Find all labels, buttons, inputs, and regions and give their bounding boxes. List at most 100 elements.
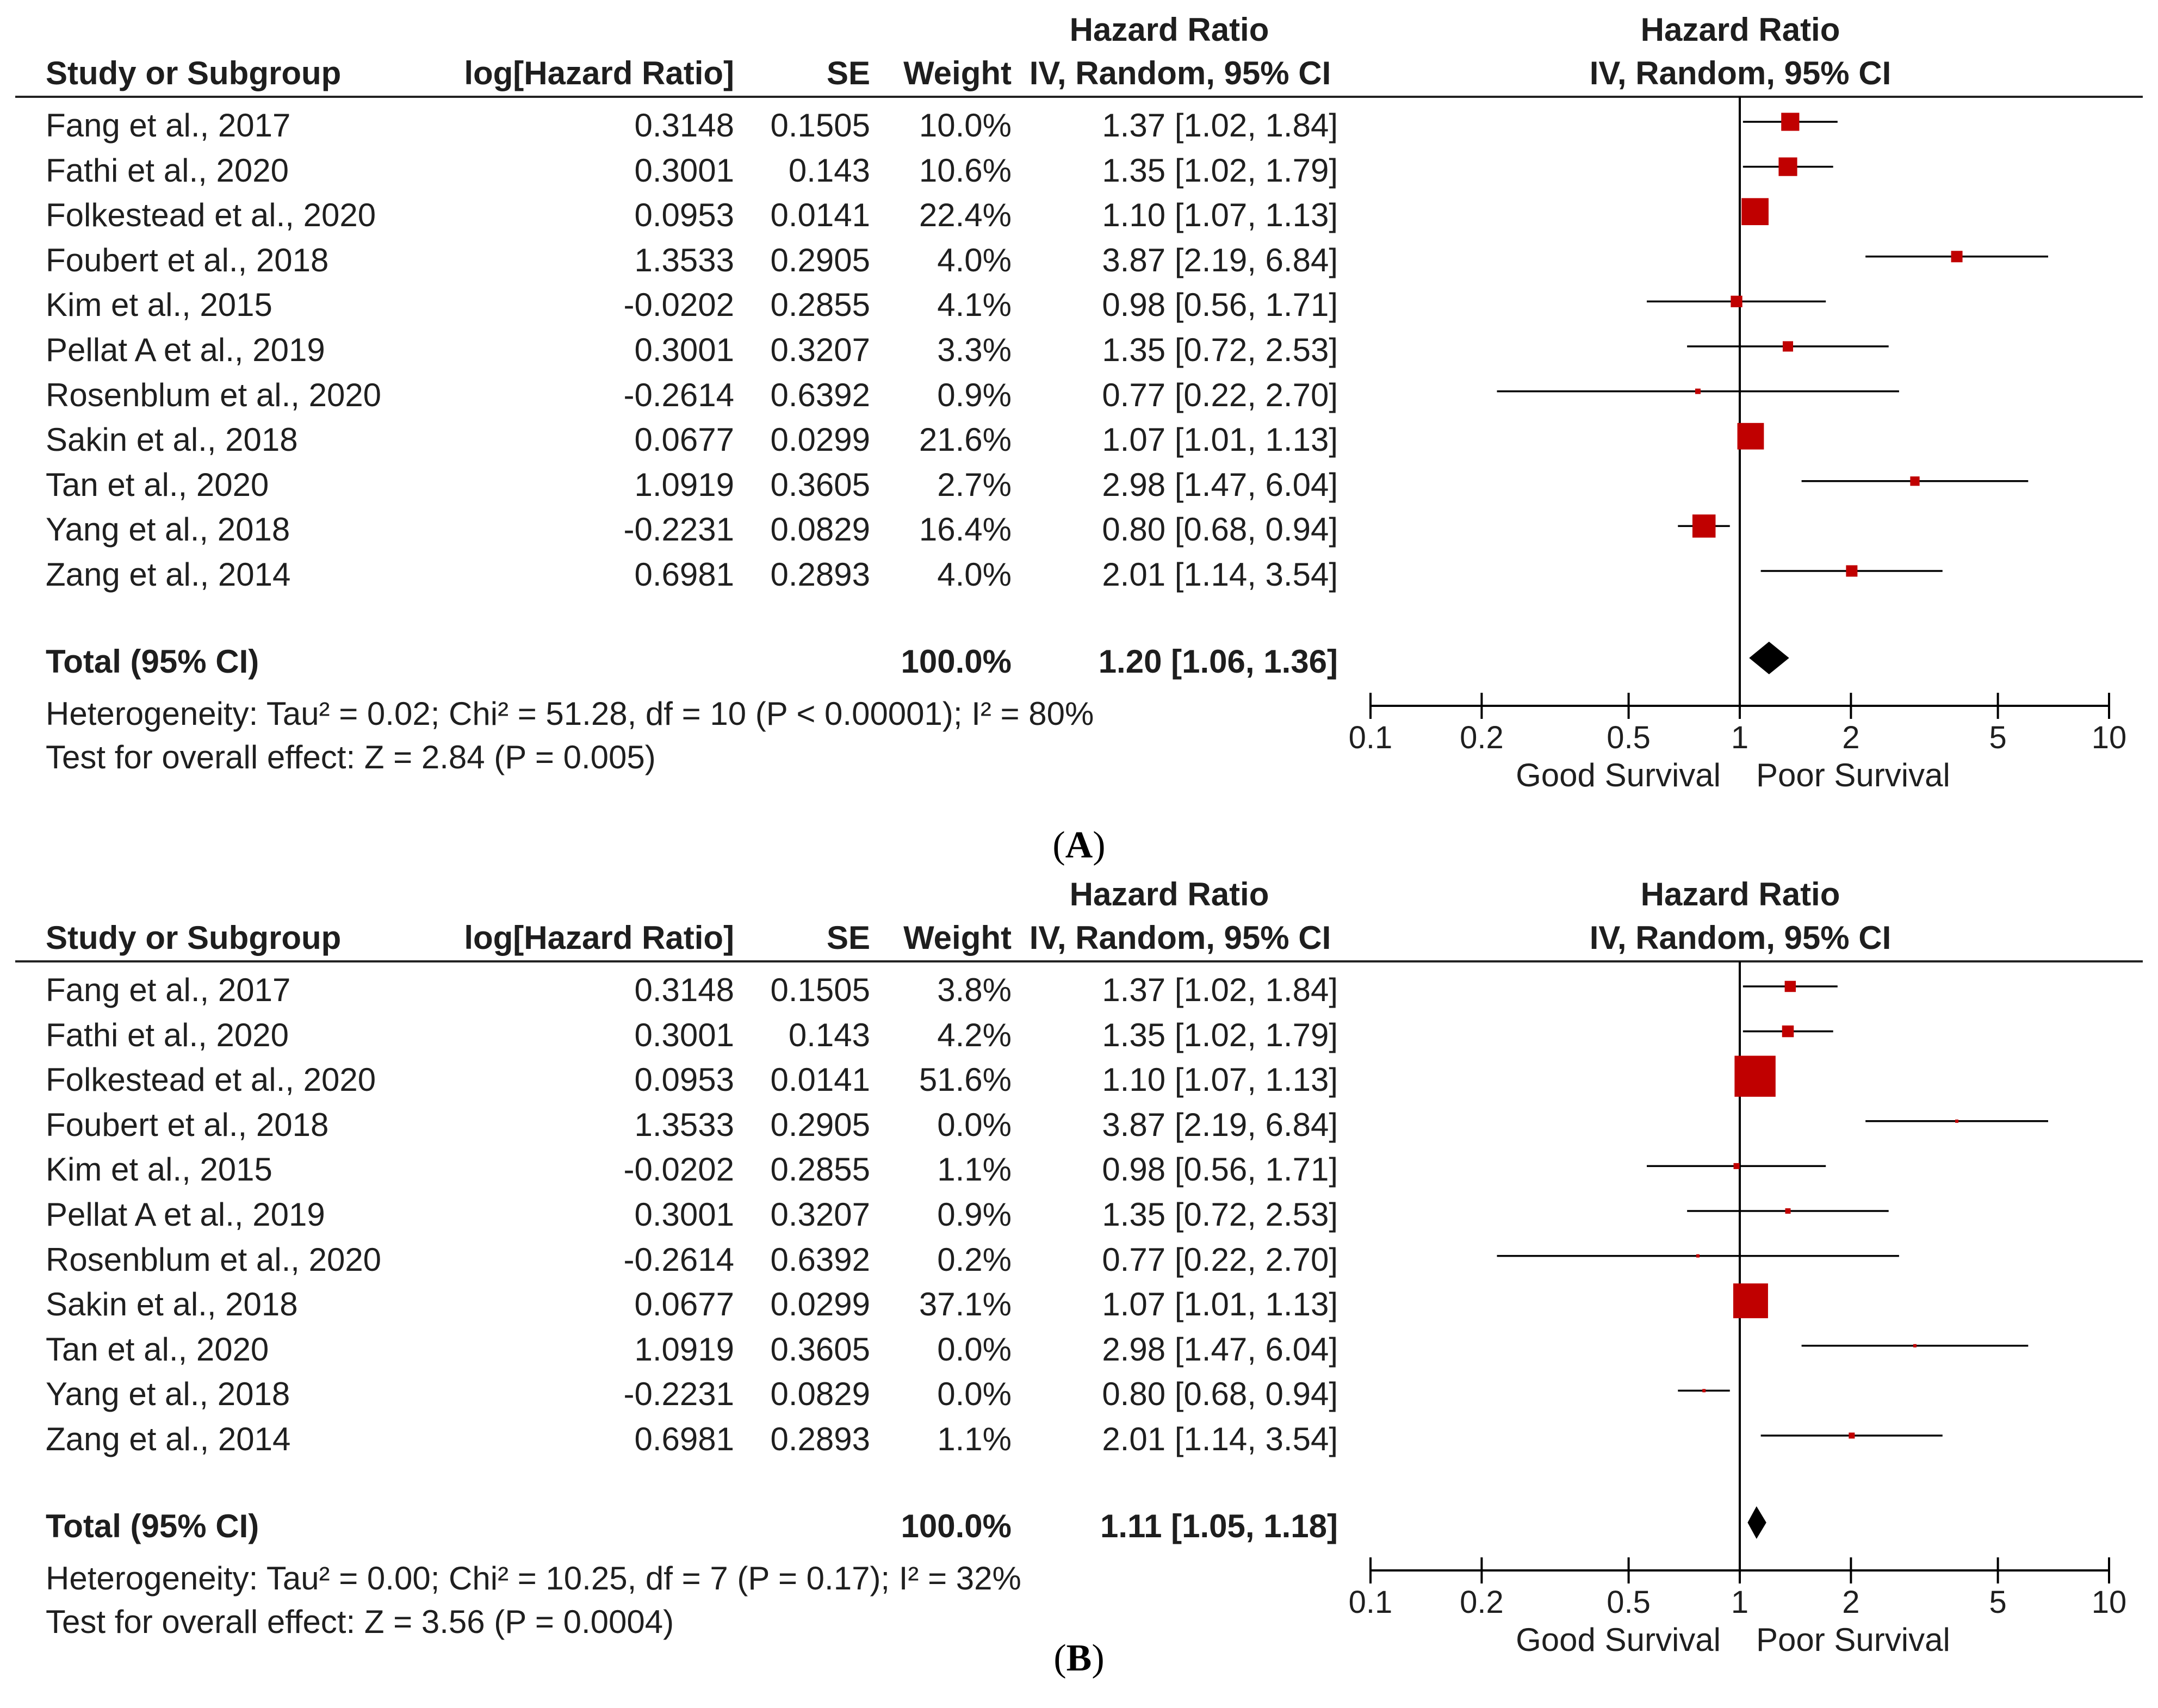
study-name: Tan et al., 2020 (46, 1331, 269, 1368)
loghr-header: log[Hazard Ratio] (464, 55, 734, 91)
loghr-value: 0.3001 (634, 1196, 734, 1233)
hr-ci-value: 0.77 [0.22, 2.70] (1102, 376, 1338, 413)
loghr-value: 0.3001 (634, 332, 734, 368)
total-weight: 100.0% (901, 1508, 1012, 1544)
study-marker (1955, 1119, 1959, 1123)
weight-value: 51.6% (919, 1061, 1012, 1098)
total-label: Total (95% CI) (46, 643, 259, 680)
loghr-value: 0.6981 (634, 556, 734, 593)
weight-value: 10.0% (919, 107, 1012, 144)
hr-ci-value: 2.98 [1.47, 6.04] (1102, 466, 1338, 503)
study-marker (1951, 251, 1963, 263)
hr-ci-value: 1.37 [1.02, 1.84] (1102, 107, 1338, 144)
study-name: Folkestead et al., 2020 (46, 197, 376, 234)
caption-a-open: ( (1052, 824, 1065, 866)
se-value: 0.6392 (770, 376, 870, 413)
study-name: Foubert et al., 2018 (46, 1106, 329, 1143)
plot-ci-header: IV, Random, 95% CI (1589, 55, 1892, 91)
study-marker (1778, 157, 1797, 176)
study-name: Fathi et al., 2020 (46, 1016, 289, 1053)
x-tick-label: 5 (1989, 720, 2006, 755)
se-value: 0.0141 (770, 197, 870, 234)
hr-ci-header: IV, Random, 95% CI (1029, 55, 1331, 91)
study-name: Folkestead et al., 2020 (46, 1061, 376, 1098)
se-value: 0.143 (788, 1016, 870, 1053)
caption-b-close: ) (1092, 1637, 1105, 1679)
loghr-value: 0.0677 (634, 1286, 734, 1323)
weight-value: 4.2% (937, 1016, 1012, 1053)
se-value: 0.3605 (770, 466, 870, 503)
weight-header: Weight (903, 920, 1012, 956)
weight-value: 37.1% (919, 1286, 1012, 1323)
study-marker (1781, 113, 1800, 131)
x-tick-label: 10 (2092, 1585, 2127, 1620)
hr-ci-value: 1.10 [1.07, 1.13] (1102, 197, 1338, 234)
study-marker (1696, 1254, 1700, 1258)
weight-value: 2.7% (937, 466, 1012, 503)
loghr-value: 0.6981 (634, 1421, 734, 1457)
caption-b: (B) (0, 1637, 2158, 1680)
se-value: 0.3207 (770, 1196, 870, 1233)
weight-value: 4.0% (937, 556, 1012, 593)
caption-a-close: ) (1093, 824, 1106, 866)
forest-plot-panel-a: Hazard Ratio Hazard Ratio Study or Subgr… (0, 0, 2158, 793)
overall-effect-text: Test for overall effect: Z = 3.56 (P = 0… (46, 1604, 674, 1640)
weight-value: 3.3% (937, 332, 1012, 368)
caption-a: (A) (0, 824, 2158, 867)
pooled-diamond (1747, 1506, 1766, 1539)
loghr-value: -0.2614 (623, 376, 735, 413)
x-tick-label: 5 (1989, 1585, 2006, 1620)
weight-value: 21.6% (919, 421, 1012, 458)
study-name: Yang et al., 2018 (46, 1376, 290, 1413)
study-marker (1849, 1432, 1855, 1439)
hr-ci-value: 2.98 [1.47, 6.04] (1102, 1331, 1338, 1368)
se-value: 0.1505 (770, 107, 870, 144)
se-value: 0.2893 (770, 556, 870, 593)
loghr-value: 0.0677 (634, 421, 734, 458)
study-marker (1733, 1163, 1740, 1169)
study-name: Tan et al., 2020 (46, 466, 269, 503)
study-header: Study or Subgroup (46, 55, 342, 91)
hr-ci-value: 1.35 [0.72, 2.53] (1102, 332, 1338, 368)
total-weight: 100.0% (901, 643, 1012, 680)
se-value: 0.1505 (770, 972, 870, 1008)
loghr-value: -0.2231 (623, 1376, 735, 1413)
pooled-diamond (1749, 642, 1789, 674)
loghr-value: -0.2614 (623, 1241, 735, 1278)
weight-value: 10.6% (919, 152, 1012, 189)
study-marker (1702, 1389, 1706, 1393)
hr-ci-value: 1.07 [1.01, 1.13] (1102, 1286, 1338, 1323)
x-tick-label: 2 (1842, 720, 1859, 755)
weight-value: 4.0% (937, 241, 1012, 278)
hr-ci-value: 1.35 [0.72, 2.53] (1102, 1196, 1338, 1233)
loghr-value: 1.3533 (634, 241, 734, 278)
weight-value: 0.2% (937, 1241, 1012, 1278)
caption-b-open: ( (1053, 1637, 1066, 1679)
x-label-good-survival: Good Survival (1516, 757, 1721, 793)
se-value: 0.0829 (770, 1376, 870, 1413)
study-marker (1731, 295, 1742, 308)
se-value: 0.2855 (770, 1151, 870, 1188)
loghr-value: 1.0919 (634, 466, 734, 503)
forest-plot-panel-b: Hazard Ratio Hazard Ratio Study or Subgr… (0, 865, 2158, 1658)
x-tick-label: 1 (1731, 1585, 1748, 1620)
weight-value: 0.0% (937, 1331, 1012, 1368)
study-name: Fang et al., 2017 (46, 972, 291, 1008)
plot-title: Hazard Ratio (1640, 876, 1840, 912)
study-marker (1741, 198, 1769, 226)
weight-value: 22.4% (919, 197, 1012, 234)
se-value: 0.0299 (770, 421, 870, 458)
overall-effect-text: Test for overall effect: Z = 2.84 (P = 0… (46, 739, 656, 775)
weight-value: 0.9% (937, 376, 1012, 413)
plot-title: Hazard Ratio (1640, 11, 1840, 48)
study-name: Sakin et al., 2018 (46, 421, 298, 458)
weight-value: 1.1% (937, 1421, 1012, 1457)
caption-a-letter: A (1065, 824, 1093, 866)
study-header: Study or Subgroup (46, 920, 342, 956)
study-name: Pellat A et al., 2019 (46, 1196, 325, 1233)
hr-ci-value: 2.01 [1.14, 3.54] (1102, 1421, 1338, 1457)
x-label-good-survival: Good Survival (1516, 1622, 1721, 1658)
study-marker (1782, 341, 1794, 352)
hr-ci-value: 1.35 [1.02, 1.79] (1102, 152, 1338, 189)
study-name: Fang et al., 2017 (46, 107, 291, 144)
